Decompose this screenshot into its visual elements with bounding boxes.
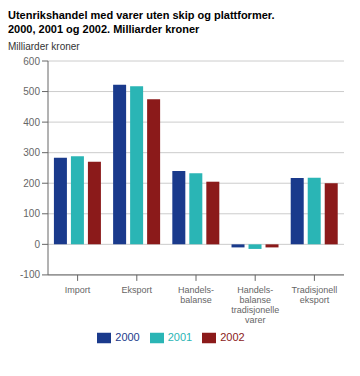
svg-text:500: 500 — [23, 86, 40, 97]
svg-text:Import: Import — [65, 285, 91, 295]
svg-text:300: 300 — [23, 147, 40, 158]
html-text:2000, 2001 og 2002. Milliarder: 2000, 2001 og 2002. Milliarder kroner — [8, 23, 200, 35]
svg-text:Tradisjonelleksport: Tradisjonelleksport — [292, 285, 338, 305]
svg-text:100: 100 — [23, 208, 40, 219]
svg-text:Handels-balansetradisjonelleva: Handels-balansetradisjonellevarer — [231, 285, 279, 325]
svg-text:600: 600 — [23, 56, 40, 67]
svg-text:-100: -100 — [20, 269, 40, 280]
html-text:Utenrikshandel med varer uten: Utenrikshandel med varer uten skip og pl… — [8, 9, 275, 21]
html-text:Milliarder kroner: Milliarder kroner — [8, 41, 80, 52]
svg-text:400: 400 — [23, 117, 40, 128]
svg-text:200: 200 — [23, 178, 40, 189]
svg-text:0: 0 — [34, 239, 40, 250]
html-text:2000: 2000 — [115, 330, 140, 343]
html-text:2002: 2002 — [220, 330, 245, 343]
svg-text:Eksport: Eksport — [122, 285, 153, 295]
html-text:2001: 2001 — [167, 330, 193, 343]
svg-text:Handels-balanse: Handels-balanse — [178, 285, 214, 305]
